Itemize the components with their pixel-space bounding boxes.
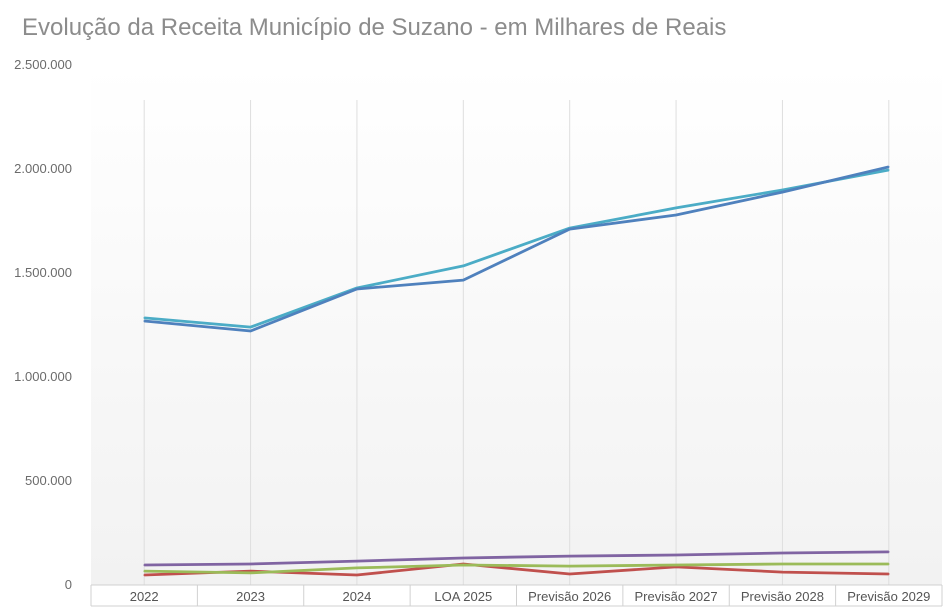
y-tick-label: 0 — [65, 577, 72, 592]
y-tick-label: 2.500.000 — [14, 57, 72, 72]
data-point — [781, 552, 784, 554]
y-tick-label: 1.500.000 — [14, 265, 72, 280]
data-point — [143, 320, 145, 322]
data-point — [781, 563, 784, 565]
x-tick-label: LOA 2025 — [434, 589, 492, 604]
data-point — [143, 574, 145, 576]
data-point — [356, 288, 358, 290]
data-point — [249, 572, 252, 574]
data-point — [462, 265, 465, 267]
data-point — [781, 571, 784, 573]
data-point — [888, 166, 890, 168]
data-point — [568, 565, 571, 567]
chart-title: Evolução da Receita Município de Suzano … — [22, 14, 727, 41]
data-point — [781, 191, 784, 193]
data-point — [888, 169, 890, 171]
x-tick-label: Previsão 2029 — [847, 589, 930, 604]
data-point — [568, 573, 571, 575]
data-point — [568, 555, 571, 557]
data-point — [143, 570, 145, 572]
y-tick-label: 1.000.000 — [14, 369, 72, 384]
data-point — [888, 563, 890, 565]
data-point — [356, 560, 358, 562]
x-tick-label: 2022 — [130, 589, 159, 604]
data-point — [462, 564, 465, 566]
y-tick-label: 2.000.000 — [14, 161, 72, 176]
data-point — [143, 317, 145, 319]
data-point — [888, 573, 890, 575]
data-point — [675, 214, 677, 216]
series-line — [144, 165, 890, 333]
x-tick-label: Previsão 2028 — [741, 589, 824, 604]
y-tick-label: 500.000 — [25, 473, 72, 488]
data-point — [462, 279, 465, 281]
x-tick-label: 2023 — [236, 589, 265, 604]
data-point — [781, 189, 784, 191]
data-point — [249, 563, 252, 565]
data-point — [249, 570, 252, 572]
data-point — [675, 564, 677, 566]
data-point — [356, 574, 358, 576]
data-point — [675, 207, 677, 209]
data-point — [143, 564, 145, 566]
series-line — [144, 562, 889, 575]
series-line — [144, 168, 890, 329]
series-line — [144, 550, 889, 567]
data-point — [356, 567, 358, 569]
data-point — [249, 326, 252, 328]
data-point — [462, 557, 465, 559]
data-point — [249, 330, 252, 332]
data-point — [888, 551, 890, 553]
data-point — [675, 554, 677, 556]
x-tick-label: 2024 — [342, 589, 371, 604]
data-point — [568, 228, 571, 230]
x-tick-label: Previsão 2026 — [528, 589, 611, 604]
x-tick-label: Previsão 2027 — [635, 589, 718, 604]
data-point — [675, 566, 677, 568]
